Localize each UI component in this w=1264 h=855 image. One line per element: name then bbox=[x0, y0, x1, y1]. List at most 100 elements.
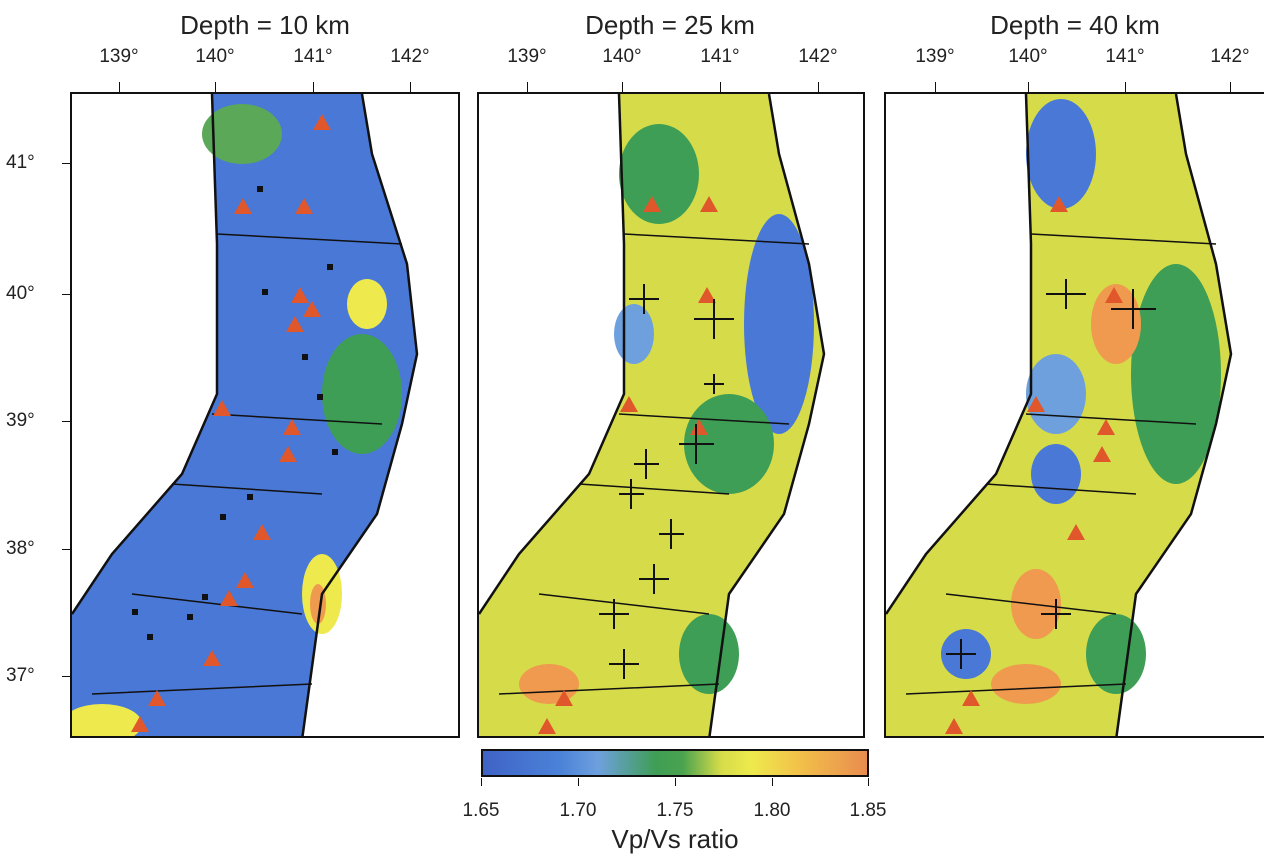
triangle-icon bbox=[283, 419, 301, 435]
map-25km-svg bbox=[479, 94, 826, 736]
lon-label: 142° bbox=[1210, 46, 1250, 67]
axis-tick bbox=[1230, 82, 1231, 92]
cross-icon bbox=[619, 479, 644, 509]
square-icon bbox=[332, 449, 338, 455]
earthquake-markers bbox=[132, 186, 338, 640]
blue-anomaly bbox=[1031, 444, 1081, 504]
triangle-icon bbox=[236, 572, 254, 588]
lon-label: 141° bbox=[293, 46, 333, 67]
blue-anomaly bbox=[614, 304, 654, 364]
triangle-icon bbox=[1067, 524, 1085, 540]
coastline bbox=[708, 94, 826, 736]
cross-icon bbox=[639, 564, 669, 594]
axis-tick bbox=[62, 549, 70, 550]
map-panel-10km bbox=[70, 92, 460, 738]
triangle-icon bbox=[131, 716, 149, 732]
triangle-icon bbox=[690, 419, 708, 435]
triangle-icon bbox=[1050, 196, 1068, 212]
green-anomaly bbox=[1086, 614, 1146, 694]
square-icon bbox=[257, 186, 263, 192]
axis-tick bbox=[62, 421, 70, 422]
colorbar-tick-label: 1.70 bbox=[559, 800, 597, 821]
triangle-icon bbox=[620, 396, 638, 412]
triangle-icon bbox=[213, 400, 231, 416]
land-mass bbox=[479, 94, 824, 736]
axis-tick bbox=[622, 82, 623, 92]
map-40km-svg bbox=[886, 94, 1233, 736]
lon-label: 140° bbox=[1008, 46, 1048, 67]
lat-label: 37° bbox=[6, 665, 35, 686]
cross-icon bbox=[599, 599, 629, 629]
cross-icon bbox=[1041, 599, 1071, 629]
triangle-icon bbox=[303, 301, 321, 317]
lat-label: 39° bbox=[6, 410, 35, 431]
triangle-icon bbox=[148, 690, 166, 706]
yellow-anomaly bbox=[347, 279, 387, 329]
cross-icon bbox=[629, 284, 659, 314]
coastline bbox=[1115, 94, 1233, 736]
colorbar-tick bbox=[868, 778, 869, 786]
lon-label: 140° bbox=[602, 46, 642, 67]
lon-label: 139° bbox=[915, 46, 955, 67]
square-icon bbox=[187, 614, 193, 620]
blue-anomaly bbox=[1026, 354, 1086, 434]
cross-icon bbox=[704, 374, 724, 394]
colorbar-tick-label: 1.65 bbox=[462, 800, 500, 821]
cross-icon bbox=[659, 519, 684, 549]
triangle-icon bbox=[700, 196, 718, 212]
earthquake-markers bbox=[599, 284, 734, 679]
triangle-icon bbox=[1097, 419, 1115, 435]
coastline bbox=[479, 94, 626, 615]
colorbar-tick bbox=[578, 778, 579, 786]
lon-label: 141° bbox=[1105, 46, 1145, 67]
triangle-icon bbox=[1093, 446, 1111, 462]
triangle-icon bbox=[1027, 396, 1045, 412]
axis-tick bbox=[410, 82, 411, 92]
volcano-markers bbox=[945, 196, 1123, 734]
lat-label: 40° bbox=[6, 283, 35, 304]
axis-tick bbox=[1028, 82, 1029, 92]
orange-anomaly bbox=[519, 664, 579, 704]
map-10km-svg bbox=[72, 94, 419, 736]
lon-label: 141° bbox=[700, 46, 740, 67]
cross-icon bbox=[679, 424, 714, 464]
triangle-icon bbox=[203, 650, 221, 666]
volcano-markers bbox=[131, 114, 331, 732]
earthquake-markers bbox=[946, 279, 1156, 669]
square-icon bbox=[302, 354, 308, 360]
colorbar-tick-label: 1.80 bbox=[753, 800, 791, 821]
blue-anomaly bbox=[1026, 99, 1096, 209]
triangle-icon bbox=[555, 690, 573, 706]
coastline bbox=[301, 94, 419, 736]
axis-tick bbox=[720, 82, 721, 92]
square-icon bbox=[327, 264, 333, 270]
prefecture-border bbox=[91, 233, 403, 695]
square-icon bbox=[132, 609, 138, 615]
green-anomaly bbox=[619, 124, 699, 224]
yellow-anomaly bbox=[72, 704, 142, 736]
triangle-icon bbox=[286, 316, 304, 332]
colorbar-title: Vp/Vs ratio bbox=[611, 824, 739, 854]
orange-anomaly bbox=[991, 664, 1061, 704]
green-anomaly bbox=[322, 334, 402, 454]
green-anomaly bbox=[679, 614, 739, 694]
cross-icon bbox=[1046, 279, 1086, 309]
coastline bbox=[72, 94, 219, 615]
volcano-markers bbox=[538, 196, 718, 734]
prefecture-border bbox=[905, 233, 1217, 695]
triangle-icon bbox=[313, 114, 331, 130]
triangle-icon bbox=[1105, 287, 1123, 303]
lat-label: 41° bbox=[6, 152, 35, 173]
colorbar-tick-label: 1.75 bbox=[656, 800, 694, 821]
triangle-icon bbox=[962, 690, 980, 706]
map-panel-25km bbox=[477, 92, 865, 738]
lon-label: 142° bbox=[390, 46, 430, 67]
axis-tick bbox=[1125, 82, 1126, 92]
square-icon bbox=[147, 634, 153, 640]
square-icon bbox=[247, 494, 253, 500]
cross-icon bbox=[609, 649, 639, 679]
triangle-icon bbox=[698, 287, 716, 303]
panel-title-25km: Depth = 25 km bbox=[585, 10, 755, 40]
triangle-icon bbox=[234, 198, 252, 214]
green-anomaly bbox=[202, 104, 282, 164]
